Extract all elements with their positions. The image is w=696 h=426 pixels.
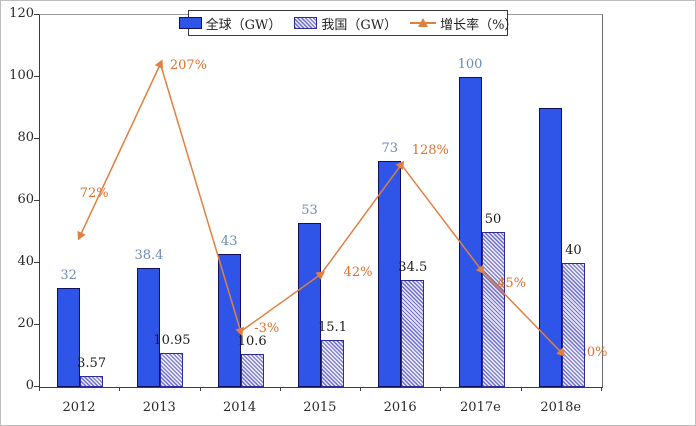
- bar-global: [137, 267, 161, 387]
- y-tick-label: 0: [25, 378, 34, 393]
- x-tick-mark: [520, 387, 522, 391]
- y-tick-mark: [34, 324, 39, 325]
- x-axis-category-label: 2016: [383, 400, 417, 415]
- legend-swatch-hatch-bar-icon: [294, 17, 318, 29]
- data-label-growth: 45%: [497, 276, 527, 292]
- data-label-global: 43: [220, 233, 238, 249]
- plot-area: 32 3.57 38.4 10.95 43 10.6 53 15.1 73 34.5 100 50 40…: [39, 14, 607, 388]
- bar-global: [298, 222, 321, 387]
- data-label-growth: 72%: [79, 185, 109, 201]
- data-label-growth: 128%: [411, 142, 449, 158]
- bar-global: [458, 77, 482, 387]
- data-label-growth: 42%: [343, 265, 373, 281]
- bar-china: [160, 353, 184, 387]
- x-tick-mark: [119, 387, 121, 391]
- bar-china: [80, 375, 104, 387]
- bar-china: [240, 354, 264, 387]
- y-tick-mark: [34, 200, 39, 201]
- data-label-global: 53: [301, 202, 318, 218]
- data-label-china: 10.95: [153, 333, 191, 349]
- growth-line-marker-icon: [235, 326, 245, 337]
- growth-line-marker-icon: [315, 271, 326, 280]
- data-label-china: 15.1: [318, 320, 347, 336]
- x-tick-mark: [360, 387, 362, 391]
- growth-rate-line-layer: [77, 59, 566, 357]
- data-label-china: 3.57: [77, 355, 107, 371]
- data-label-growth: -3%: [254, 321, 280, 337]
- y-tick-mark: [34, 262, 39, 263]
- y-tick-label: 40: [17, 254, 34, 269]
- bar-global: [538, 108, 562, 387]
- data-label-china: 10.6: [237, 334, 267, 350]
- bar-global: [217, 253, 241, 387]
- data-label-global: 32: [60, 267, 77, 283]
- data-label-china: 50: [484, 212, 502, 227]
- bar-china: [481, 232, 505, 387]
- data-label-growth: 207%: [169, 57, 207, 73]
- x-axis-category-label: 2014: [223, 400, 257, 415]
- data-label-china: 34.5: [398, 260, 428, 276]
- x-axis-category-label: 2015: [303, 400, 337, 415]
- x-axis-category-label: 2013: [142, 400, 176, 415]
- y-tick-label: 80: [17, 130, 34, 145]
- data-label-global: 73: [381, 140, 399, 156]
- chart-legend: 全球（GW） 我国（GW） 增长率（%）: [178, 10, 517, 36]
- y-tick-mark: [34, 386, 39, 387]
- data-label-global: 100: [457, 57, 483, 72]
- growth-line-marker-icon: [395, 160, 405, 171]
- bar-china: [401, 280, 425, 387]
- bar-global: [57, 287, 81, 387]
- x-tick-mark: [279, 387, 281, 391]
- legend-swatch-blue-bar-icon: [178, 17, 202, 29]
- x-tick-mark: [440, 387, 442, 391]
- y-tick-label: 20: [17, 316, 34, 331]
- y-tick-mark: [34, 76, 39, 77]
- legend-item-china: 我国（GW）: [294, 14, 397, 33]
- y-tick-label: 100: [9, 68, 34, 83]
- bar-global: [378, 160, 402, 387]
- legend-item-growth: 增长率（%）: [410, 14, 517, 33]
- x-tick-mark: [601, 387, 602, 391]
- x-tick-mark: [199, 387, 201, 391]
- legend-swatch-line-marker-icon: [410, 17, 437, 29]
- y-tick-mark: [34, 138, 39, 139]
- y-tick-mark: [34, 14, 39, 15]
- legend-label-growth: 增长率（%）: [440, 17, 518, 33]
- x-tick-mark: [39, 387, 40, 391]
- growth-line-marker-icon: [154, 59, 163, 69]
- y-tick-label: 120: [9, 6, 34, 21]
- growth-rate-line: [79, 61, 563, 354]
- growth-line-marker-icon: [556, 347, 566, 357]
- x-axis-category-label: 2017e: [460, 400, 501, 415]
- data-label-china: 40: [565, 243, 582, 258]
- legend-label-global: 全球（GW）: [205, 17, 282, 33]
- legend-triangle-marker-icon: [418, 18, 429, 27]
- legend-label-china: 我国（GW）: [321, 17, 398, 33]
- bar-china: [561, 263, 585, 387]
- bar-china: [321, 340, 344, 387]
- x-axis-category-label: 2018e: [540, 400, 582, 415]
- y-tick-label: 60: [17, 192, 34, 207]
- growth-line-marker-icon: [475, 264, 485, 275]
- x-axis-category-label: 2012: [62, 400, 96, 415]
- growth-line-marker-icon: [77, 230, 86, 241]
- data-label-global: 38.4: [134, 247, 164, 263]
- legend-item-global: 全球（GW）: [178, 14, 282, 33]
